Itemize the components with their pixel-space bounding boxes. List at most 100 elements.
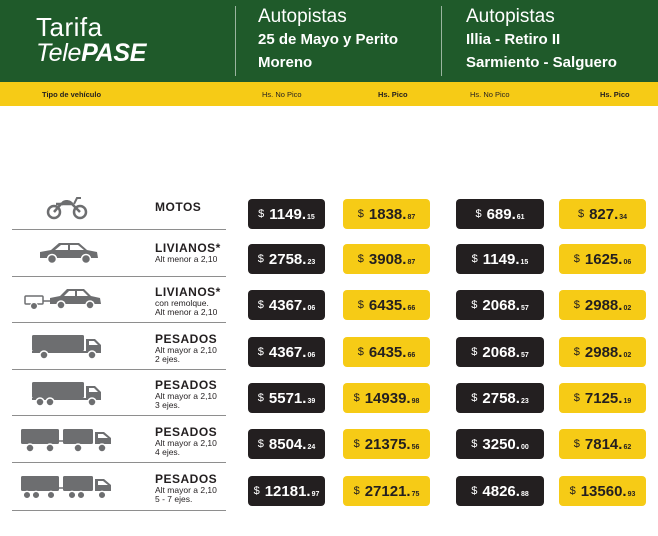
price-currency: $ <box>471 392 478 404</box>
route-1-name-line-2: Moreno <box>258 54 313 71</box>
price-currency: $ <box>357 346 364 358</box>
price-integer: 689. <box>486 205 516 223</box>
price-cents: 02 <box>623 305 632 312</box>
price-route1-peak: $1838. 87 <box>343 199 430 229</box>
price-integer: 6435. <box>368 343 407 361</box>
price-route2-peak: $7814. 62 <box>559 429 646 459</box>
col-vehicle-type: Tipo de vehículo <box>42 90 102 99</box>
price-route1-offpeak: $8504. 24 <box>248 429 325 459</box>
price-cents: 06 <box>623 259 632 266</box>
price-route2-offpeak: $3250. 00 <box>456 429 544 459</box>
price-currency: $ <box>257 299 264 311</box>
price-currency: $ <box>253 485 260 497</box>
truck-2-axles-icon <box>32 335 101 360</box>
price-currency: $ <box>357 253 364 265</box>
price-currency: $ <box>573 253 580 265</box>
vehicle-name-livianos-remolque: LIVIANOS* <box>155 285 221 299</box>
row-divider <box>12 229 226 230</box>
price-cents: 39 <box>307 398 316 405</box>
vehicle-name-livianos: LIVIANOS* <box>155 241 221 255</box>
price-integer: 7125. <box>584 389 623 407</box>
price-route2-offpeak: $2758. 23 <box>456 383 544 413</box>
route-2-name-line-1: Illia - Retiro II <box>466 31 561 48</box>
price-cents: 62 <box>623 444 632 451</box>
price-integer: 7814. <box>584 435 623 453</box>
price-currency: $ <box>569 485 576 497</box>
price-route1-offpeak: $4367. 06 <box>248 290 325 320</box>
price-route2-peak: $13560. 93 <box>559 476 646 506</box>
row-divider <box>12 369 226 370</box>
price-currency: $ <box>353 485 360 497</box>
price-currency: $ <box>577 208 585 220</box>
vehicle-desc: 4 ejes. <box>155 447 181 457</box>
price-route2-peak: $827. 34 <box>559 199 646 229</box>
vehicle-name-pesados-5-7: PESADOS <box>155 472 218 486</box>
route-2-name-line-2: Sarmiento - Salguero <box>466 54 617 71</box>
price-currency: $ <box>573 346 580 358</box>
vehicle-name-pesados-4: PESADOS <box>155 425 218 439</box>
price-integer: 5571. <box>268 389 307 407</box>
price-route2-peak: $7125. 19 <box>559 383 646 413</box>
price-route2-peak: $2988. 02 <box>559 290 646 320</box>
price-currency: $ <box>475 208 482 220</box>
price-cents: 88 <box>520 491 529 498</box>
price-cents: 23 <box>307 259 316 266</box>
price-cents: 57 <box>520 352 529 359</box>
price-integer: 21375. <box>364 435 411 453</box>
price-route1-peak: $6435. 66 <box>343 290 430 320</box>
price-integer: 13560. <box>580 482 627 500</box>
route-2-title: Autopistas <box>466 6 555 27</box>
price-route2-offpeak: $4826. 88 <box>456 476 544 506</box>
price-integer: 4826. <box>482 482 520 500</box>
header-divider-2 <box>441 6 442 76</box>
price-integer: 6435. <box>368 296 407 314</box>
price-cents: 98 <box>411 398 420 405</box>
price-route1-peak: $3908. 87 <box>343 244 430 274</box>
car-trailer-icon <box>24 289 101 310</box>
column-header-bar: Tipo de vehículo Hs. No Pico Hs. Pico Hs… <box>0 82 658 106</box>
price-route1-offpeak: $12181. 97 <box>248 476 325 506</box>
col-route-2-offpeak: Hs. No Pico <box>470 90 510 99</box>
vehicle-name-pesados-3: PESADOS <box>155 378 218 392</box>
price-integer: 4367. <box>268 343 307 361</box>
route-1-name-line-1: 25 de Mayo y Perito <box>258 31 399 48</box>
price-cents: 87 <box>407 259 416 266</box>
route-2-heading: Autopistas Illia - Retiro II Sarmiento -… <box>466 6 617 74</box>
brand-pase: PASE <box>81 39 147 67</box>
price-integer: 1149. <box>269 205 307 223</box>
price-integer: 2988. <box>584 296 623 314</box>
price-cents: 34 <box>619 214 628 221</box>
price-currency: $ <box>573 392 580 404</box>
col-route-2-peak: Hs. Pico <box>600 90 630 99</box>
price-integer: 8504. <box>268 435 307 453</box>
truck-3-axles-icon <box>32 382 101 407</box>
vehicle-name-pesados-2: PESADOS <box>155 332 218 346</box>
price-currency: $ <box>257 346 264 358</box>
price-currency: $ <box>471 485 478 497</box>
price-route1-peak: $6435. 66 <box>343 337 430 367</box>
price-route2-offpeak: $2068. 57 <box>456 290 544 320</box>
price-cents: 19 <box>623 398 632 405</box>
price-cents: 15 <box>307 214 315 221</box>
price-route1-offpeak: $5571. 39 <box>248 383 325 413</box>
row-divider <box>12 510 226 511</box>
row-divider <box>12 276 226 277</box>
vehicle-desc: con remolque. <box>155 298 209 308</box>
brand-tele: Tele <box>36 39 82 67</box>
truck-4-axles-icon <box>21 429 111 453</box>
car-icon <box>40 243 98 265</box>
price-cents: 66 <box>407 305 416 312</box>
price-currency: $ <box>573 438 580 450</box>
price-integer: 12181. <box>264 482 311 500</box>
price-cents: 75 <box>411 491 420 498</box>
price-currency: $ <box>471 438 478 450</box>
price-cents: 97 <box>311 491 320 498</box>
price-cents: 02 <box>623 352 632 359</box>
truck-5-7-axles-icon <box>21 476 111 500</box>
row-divider <box>12 462 226 463</box>
row-divider <box>12 322 226 323</box>
motorcycle-icon <box>46 197 88 220</box>
row-divider <box>12 415 226 416</box>
price-currency: $ <box>353 438 360 450</box>
price-route2-offpeak: $2068. 57 <box>456 337 544 367</box>
